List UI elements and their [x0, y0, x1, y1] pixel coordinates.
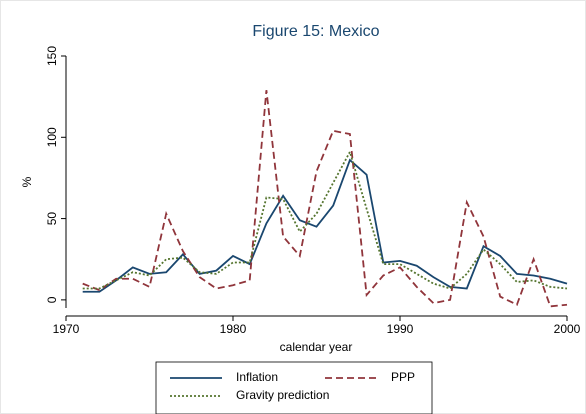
line-series	[82, 149, 568, 290]
x-axis-label: calendar year	[280, 340, 353, 354]
line-series	[82, 158, 568, 293]
chart-title: Figure 15: Mexico	[252, 23, 379, 40]
legend-label: PPP	[391, 370, 415, 384]
legend-label: Gravity prediction	[236, 388, 329, 402]
x-tick-label: 2000	[554, 322, 581, 336]
y-axis-label: %	[20, 176, 34, 187]
legend	[155, 361, 433, 414]
x-tick-label: 1980	[220, 322, 247, 336]
y-tick-label: 100	[45, 127, 59, 147]
y-tick-label: 150	[45, 46, 59, 66]
y-tick-label: 50	[45, 212, 59, 226]
y-tick-label: 0	[45, 296, 59, 303]
x-tick-label: 1970	[53, 322, 80, 336]
x-tick-label: 1990	[387, 322, 414, 336]
line-series	[82, 90, 568, 308]
legend-label: Inflation	[236, 370, 278, 384]
